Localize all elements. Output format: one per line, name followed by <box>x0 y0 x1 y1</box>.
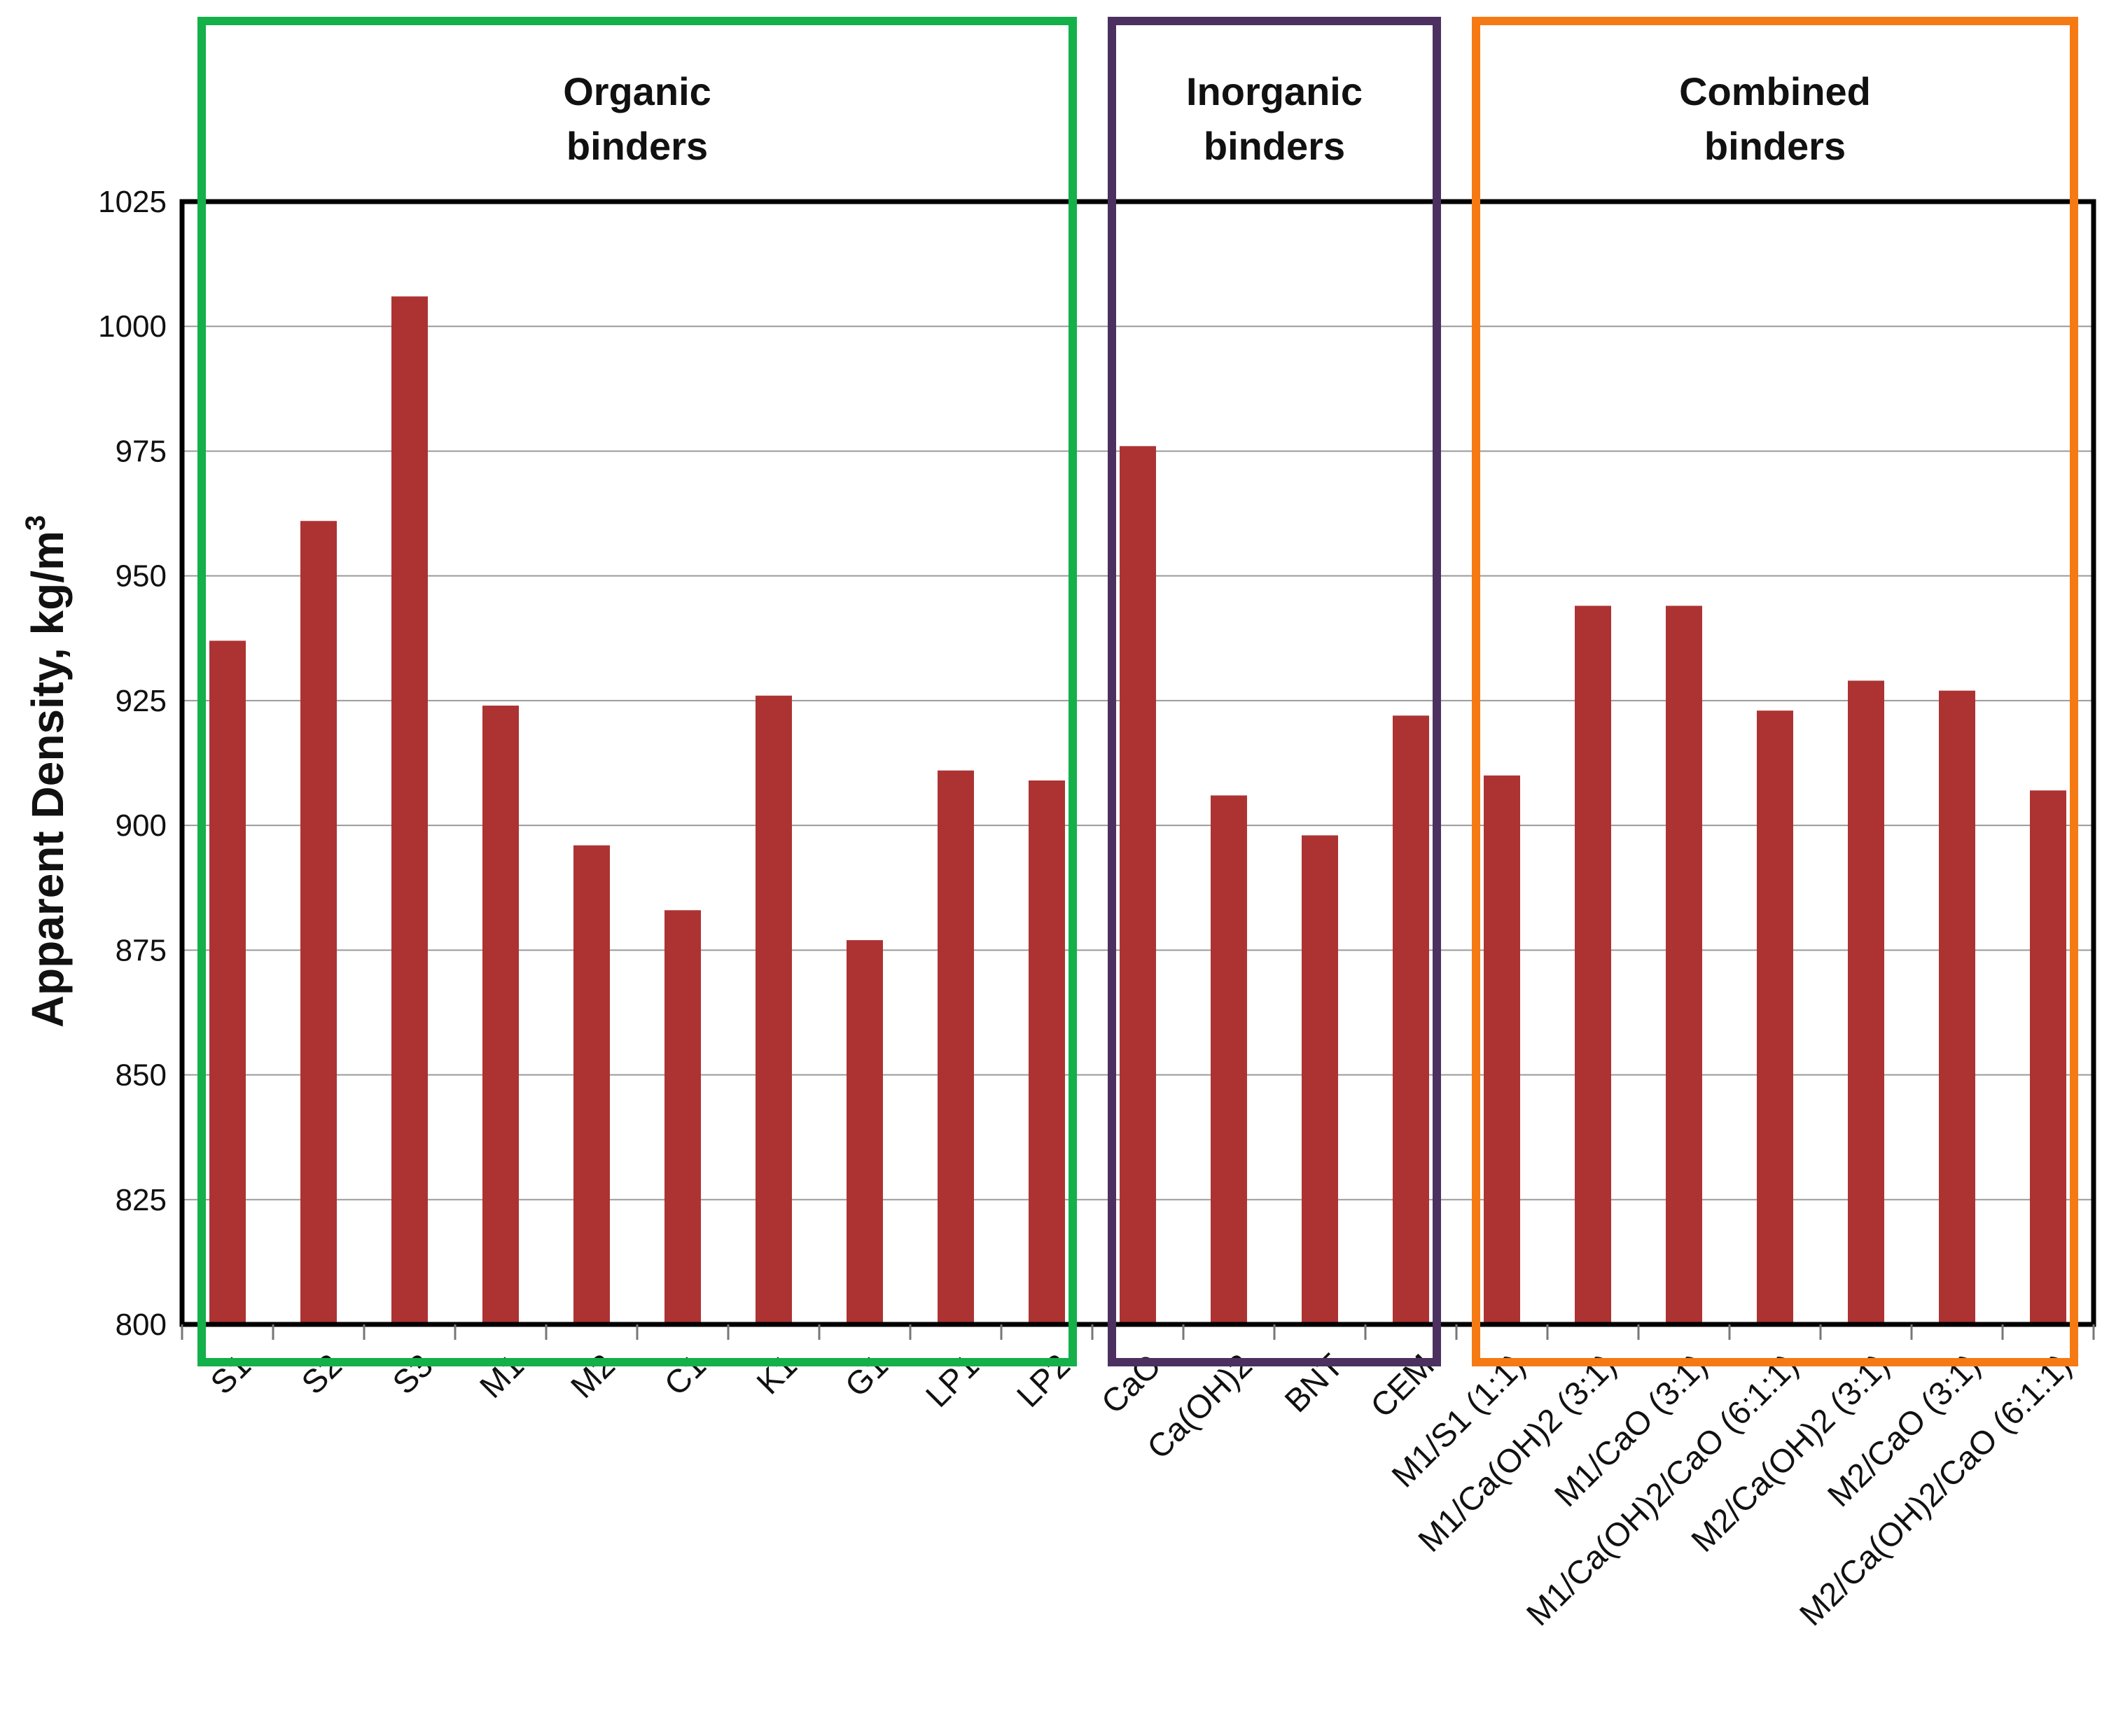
y-tick-label: 950 <box>116 559 167 594</box>
x-category-label: CaO <box>1094 1347 1168 1421</box>
x-category-label: S1 <box>203 1347 258 1401</box>
y-tick-label: 850 <box>116 1058 167 1093</box>
bar <box>664 910 701 1324</box>
bars <box>209 296 2066 1325</box>
y-tick-label: 925 <box>116 684 167 718</box>
bar <box>1029 780 1065 1324</box>
bar <box>573 845 610 1324</box>
bar <box>756 695 792 1324</box>
x-category-label: K1 <box>749 1347 804 1401</box>
y-tick-label: 875 <box>116 933 167 967</box>
bar <box>1575 606 1611 1325</box>
y-axis-title: Apparent Density, kg/m3 <box>20 515 73 1028</box>
x-category-label: LP1 <box>918 1347 986 1415</box>
bar <box>1302 835 1338 1324</box>
bar <box>938 770 974 1324</box>
y-tick-labels: 800 825 850 875 900 925 950 975 1000 1025 <box>98 185 167 1342</box>
bar <box>1484 775 1520 1324</box>
bar <box>1848 680 1884 1324</box>
bar <box>482 706 519 1324</box>
bar <box>1757 710 1793 1324</box>
x-category-label: BNT <box>1277 1347 1350 1420</box>
plot-frame <box>179 199 2096 1327</box>
group-title: Combined <box>1679 69 1871 113</box>
group-title: Organic <box>563 69 711 113</box>
x-category-label: S3 <box>385 1347 440 1401</box>
bar <box>2030 790 2066 1324</box>
y-tick-label: 800 <box>116 1308 167 1342</box>
y-tick-label: 825 <box>116 1183 167 1217</box>
x-category-label: C1 <box>657 1347 713 1403</box>
group-title: Inorganic <box>1186 69 1363 113</box>
y-axis-title-superscript: 3 <box>20 515 51 531</box>
bar <box>1211 795 1247 1324</box>
y-tick-label: 975 <box>116 434 167 468</box>
x-category-label: M1 <box>472 1347 531 1406</box>
bar <box>1120 446 1156 1324</box>
bar <box>1393 715 1429 1324</box>
group-subtitle: binders <box>1204 124 1345 168</box>
group-subtitle: binders <box>566 124 708 168</box>
bar <box>300 521 337 1324</box>
bar <box>209 640 246 1324</box>
group-box <box>1472 17 2078 1366</box>
x-category-label: S2 <box>294 1347 349 1401</box>
group-subtitle: binders <box>1704 124 1846 168</box>
bar <box>1939 690 1975 1324</box>
y-tick-label: 1000 <box>98 309 167 344</box>
group-box <box>1108 17 1441 1366</box>
y-tick-label: 900 <box>116 808 167 843</box>
y-axis-title-text: Apparent Density, kg/m <box>22 531 73 1028</box>
axes <box>179 199 2096 1340</box>
x-category-label: G1 <box>837 1347 895 1404</box>
bar <box>1666 606 1702 1325</box>
x-category-label: LP2 <box>1009 1347 1077 1415</box>
group-box <box>197 17 1077 1366</box>
bar <box>391 296 428 1325</box>
x-category-label: M2 <box>563 1347 622 1406</box>
y-tick-label: 1025 <box>98 185 167 219</box>
bar <box>847 940 883 1324</box>
group-boxes: Organic binders Inorganic binders Combined bi… <box>197 17 2078 1366</box>
